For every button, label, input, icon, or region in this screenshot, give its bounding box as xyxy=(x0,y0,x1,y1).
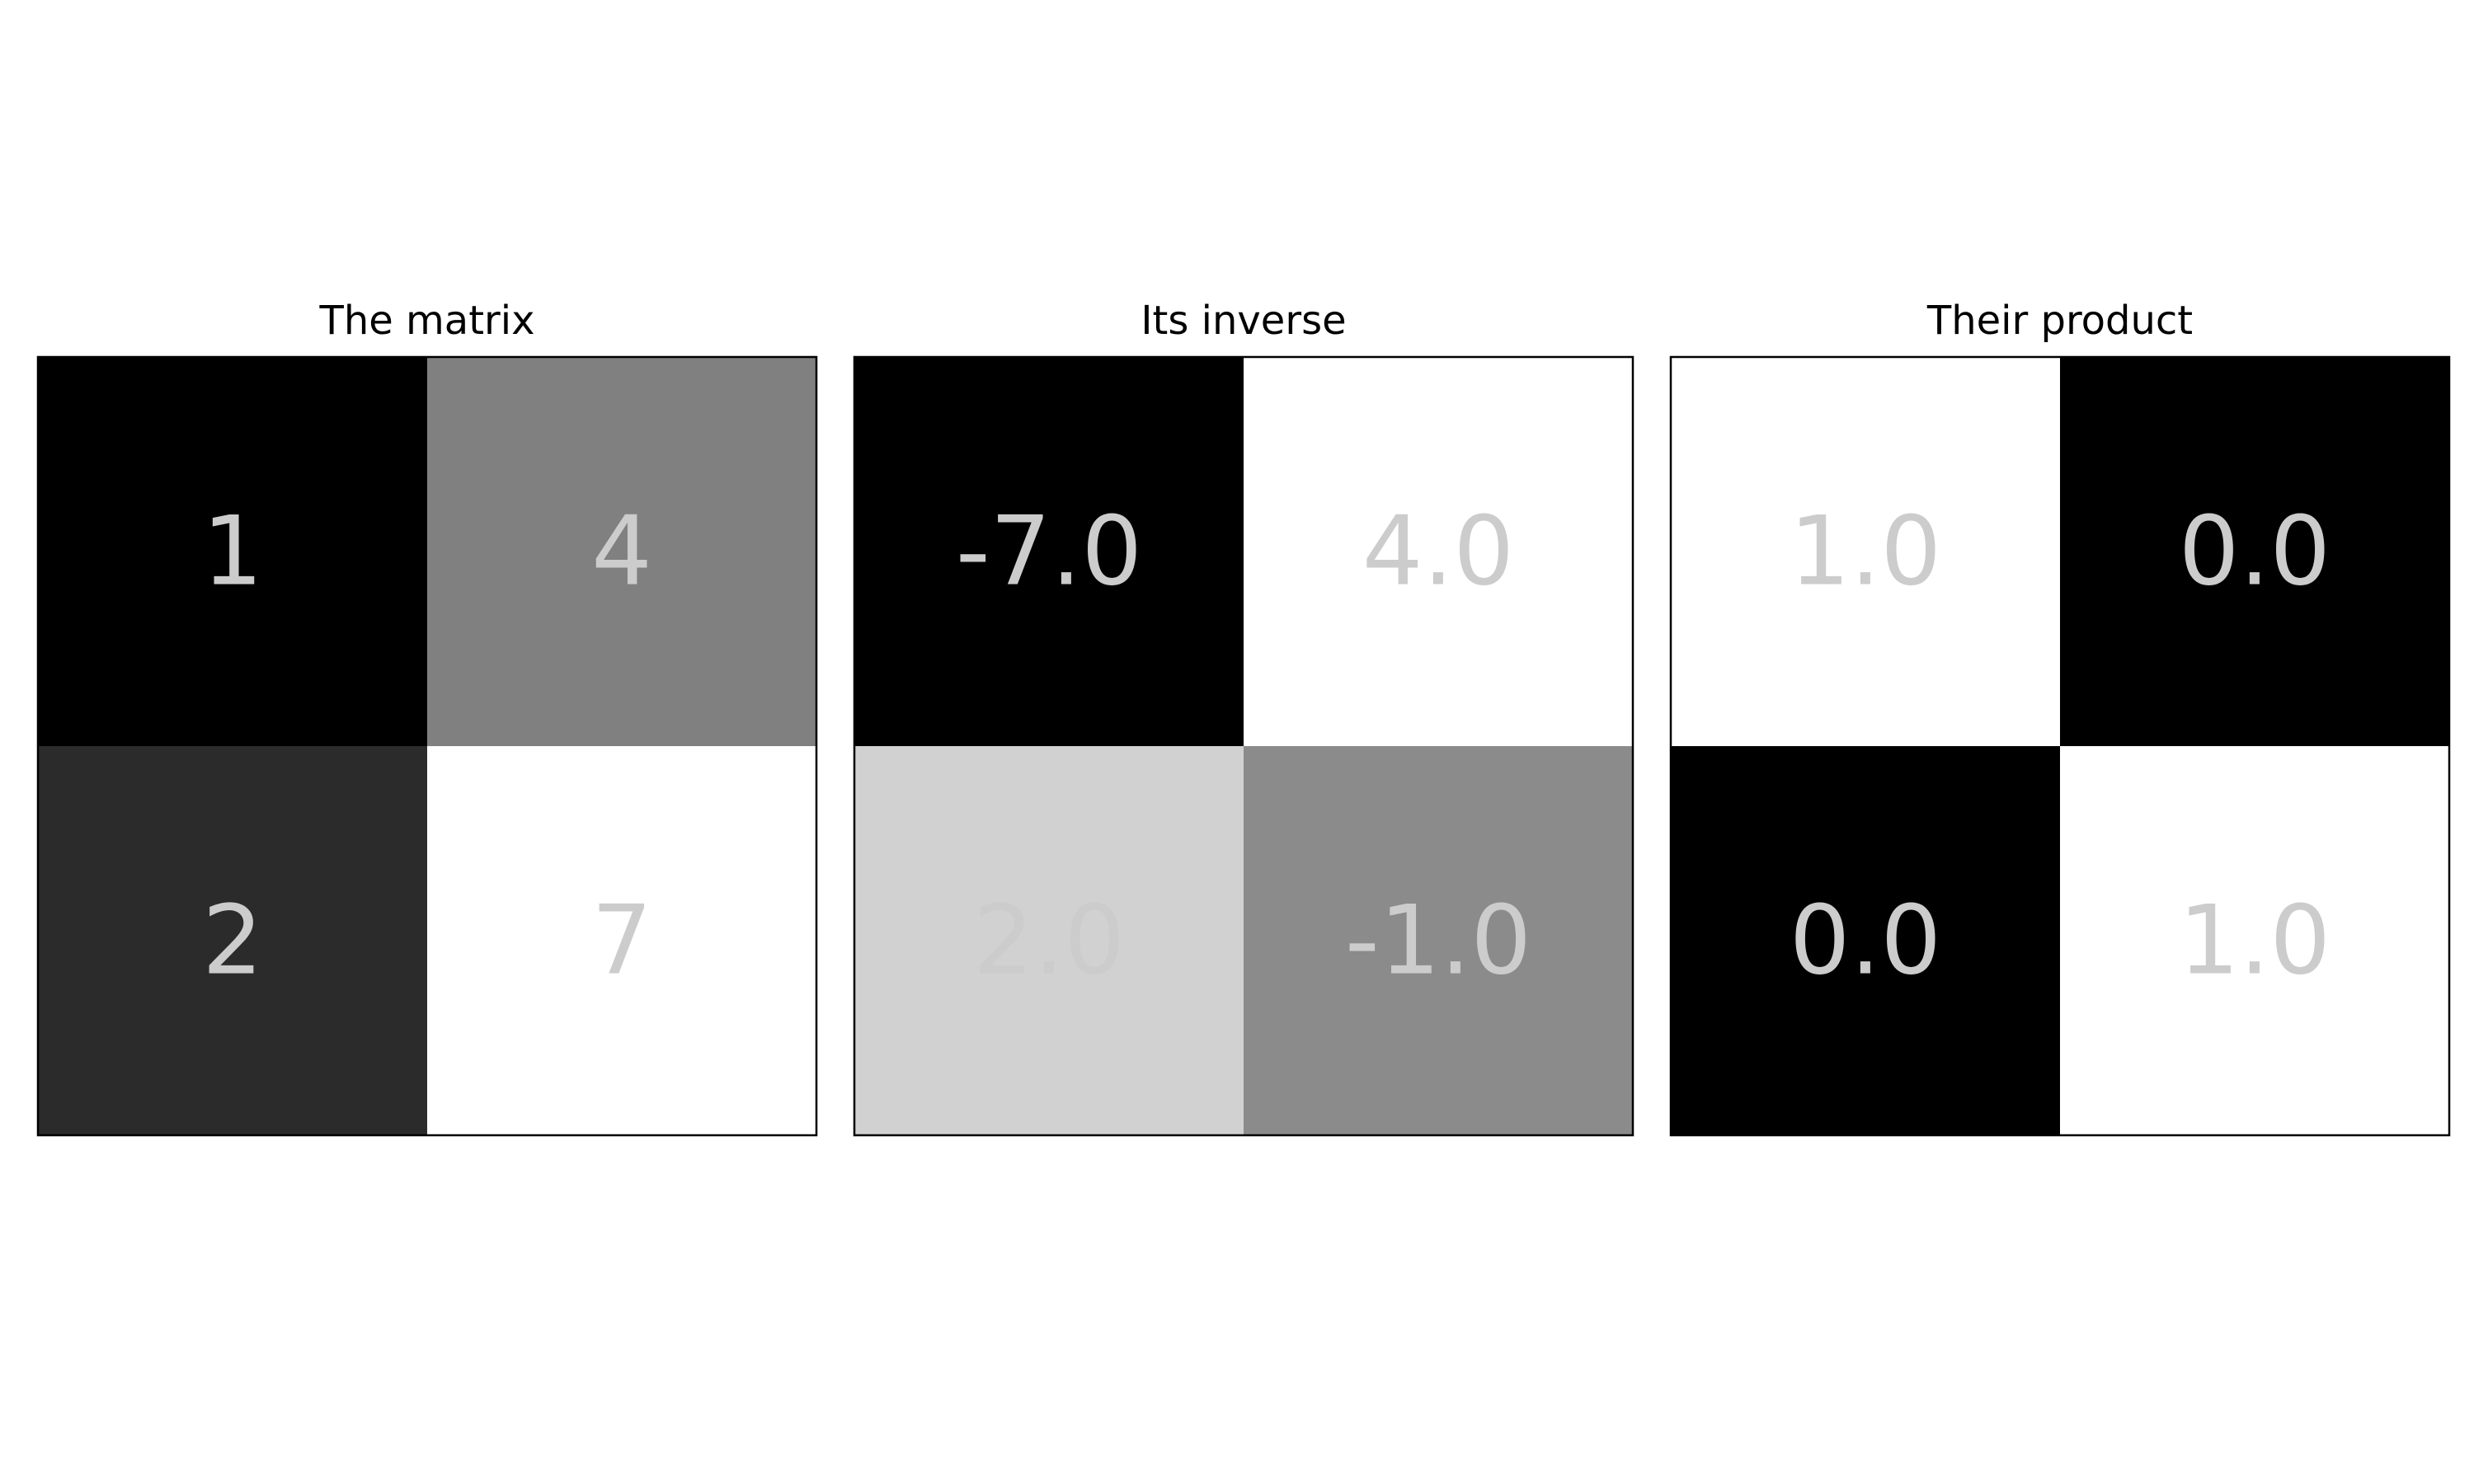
cell-value-label: 0.0 xyxy=(2179,496,2331,608)
cell-value-label: -1.0 xyxy=(1345,885,1531,997)
cell-value-label: 7 xyxy=(591,885,652,997)
panel-title: Its inverse xyxy=(1141,298,1346,344)
cell-value-label: -7.0 xyxy=(956,496,1142,608)
heatmap-cell xyxy=(2060,746,2449,1135)
cell-value-label: 1 xyxy=(202,496,263,608)
heatmap-cell xyxy=(854,746,1244,1135)
panel-frame xyxy=(853,355,1634,1137)
heatmap-cell xyxy=(38,746,427,1135)
panel-frame xyxy=(36,355,818,1137)
heatmap-cell xyxy=(1244,357,1633,746)
heatmap-panel-2: Its inverse -7.0 4.0 2.0 -1.0 xyxy=(853,298,1634,1137)
panel-title: Their product xyxy=(1926,298,2193,344)
heatmap-panel-3: Their product 1.0 0.0 0.0 1.0 xyxy=(1669,298,2451,1137)
cell-value-label: 2 xyxy=(202,885,263,997)
heatmap-panel-1: The matrix 1 4 2 7 xyxy=(36,298,818,1137)
cell-value-label: 0.0 xyxy=(1790,885,1941,997)
heatmap-cell xyxy=(38,357,427,746)
heatmap-cell xyxy=(854,357,1244,746)
heatmap-cell xyxy=(1671,746,2060,1135)
heatmap-cell xyxy=(427,357,816,746)
cell-value-label: 4.0 xyxy=(1362,496,1514,608)
cell-value-label: 4 xyxy=(591,496,652,608)
cell-value-label: 2.0 xyxy=(973,885,1125,997)
heatmap-cell xyxy=(1671,357,2060,746)
heatmap-cell xyxy=(427,746,816,1135)
panel-frame xyxy=(1669,355,2451,1137)
cell-value-label: 1.0 xyxy=(1790,496,1941,608)
panel-title: The matrix xyxy=(319,298,535,344)
heatmap-cell xyxy=(2060,357,2449,746)
cell-value-label: 1.0 xyxy=(2179,885,2331,997)
heatmap-cell xyxy=(1244,746,1633,1135)
